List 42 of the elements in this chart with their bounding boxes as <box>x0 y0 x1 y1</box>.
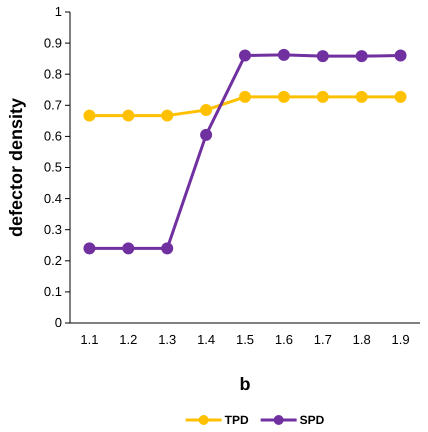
y-tick-label: 0.2 <box>44 252 62 268</box>
point <box>122 242 134 254</box>
point <box>161 110 174 122</box>
point <box>394 50 407 62</box>
x-tick-label: 1.7 <box>314 332 332 348</box>
y-tick-label: 1 <box>54 4 62 20</box>
x-tick-label: 1.4 <box>197 332 216 348</box>
point <box>200 104 212 116</box>
point <box>356 50 368 62</box>
y-axis-title: defector density <box>6 98 26 238</box>
y-tick-label: 0.3 <box>44 222 62 237</box>
point <box>83 110 96 122</box>
point <box>278 48 290 61</box>
x-tick-label: 1.1 <box>80 332 98 348</box>
point <box>356 90 368 103</box>
x-axis-title: b <box>240 374 250 394</box>
point <box>316 50 329 62</box>
x-tick-label: 1.9 <box>392 332 410 348</box>
y-tick-label: 0 <box>54 315 62 330</box>
point <box>278 90 290 103</box>
point <box>161 242 174 254</box>
point <box>316 90 329 103</box>
y-tick-label: 0.1 <box>44 284 62 300</box>
point <box>239 90 251 103</box>
y-tick-label: 0.9 <box>44 35 62 50</box>
point <box>200 128 212 141</box>
x-tick-label: 1.2 <box>119 332 138 348</box>
point <box>239 50 251 62</box>
y-tick-label: 0.4 <box>44 190 62 206</box>
point <box>83 242 96 254</box>
point <box>122 110 134 122</box>
point <box>394 90 407 103</box>
y-tick-label: 0.7 <box>44 97 62 112</box>
x-tick-label: 1.6 <box>274 332 293 348</box>
legend-label: TPD <box>224 413 249 428</box>
legend-label: SPD <box>300 413 325 428</box>
y-tick-label: 0.8 <box>44 66 62 82</box>
y-tick-label: 0.5 <box>44 160 62 175</box>
x-tick-label: 1.5 <box>236 332 254 348</box>
x-tick-label: 1.8 <box>352 332 371 348</box>
y-tick-label: 0.6 <box>44 128 62 144</box>
x-tick-label: 1.3 <box>158 332 176 348</box>
